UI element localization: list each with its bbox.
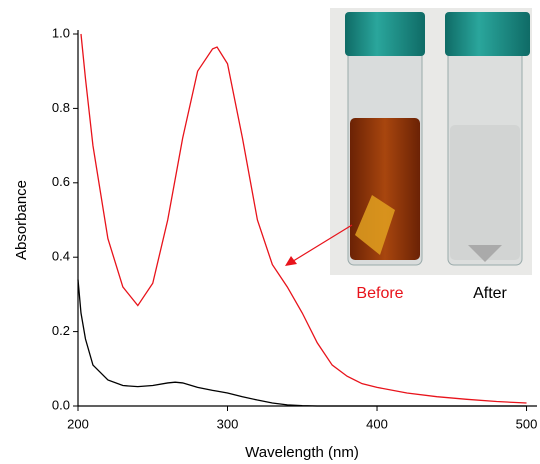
x-tick-label: 500 <box>516 416 538 431</box>
inset-photo <box>330 8 532 275</box>
legend-label: Before <box>356 285 403 302</box>
x-tick-label: 300 <box>217 416 239 431</box>
x-tick-label: 200 <box>67 416 89 431</box>
y-tick-label: 0.6 <box>52 174 70 189</box>
y-tick-label: 0.4 <box>52 249 70 264</box>
data-line <box>77 279 527 407</box>
x-axis-label: Wavelength (nm) <box>245 444 359 461</box>
y-tick-label: 0.8 <box>52 100 70 115</box>
y-tick-label: 0.2 <box>52 323 70 338</box>
arrow-head <box>285 256 297 266</box>
arrow <box>289 224 353 264</box>
legend-label: After <box>473 285 507 302</box>
y-axis-label: Absorbance <box>13 180 30 260</box>
y-tick-label: 1.0 <box>52 25 70 40</box>
data-line <box>80 33 527 404</box>
x-tick-label: 400 <box>366 416 388 431</box>
y-tick-label: 0.0 <box>52 397 70 412</box>
